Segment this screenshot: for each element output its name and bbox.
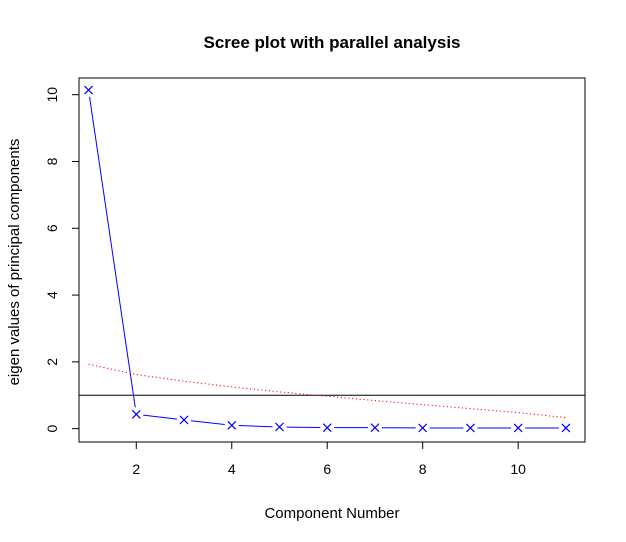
point-stroke	[513, 423, 523, 433]
y-axis-label: eigen values of principal components	[6, 139, 23, 386]
eigenvalue-line-segment	[238, 425, 273, 428]
y-tick-label: 0	[44, 425, 60, 433]
point-stroke	[466, 423, 475, 433]
eigenvalue-point	[131, 409, 141, 419]
x-tick-label: 4	[228, 461, 236, 477]
point-stroke	[370, 423, 380, 433]
series-layer	[84, 85, 571, 433]
eigenvalue-line-segment	[89, 96, 136, 408]
plot-frame	[78, 77, 586, 443]
point-stroke	[179, 415, 189, 425]
eigenvalue-point	[513, 423, 523, 433]
point-stroke	[418, 423, 428, 433]
y-tick-label: 10	[44, 87, 60, 103]
eigenvalue-point	[370, 423, 380, 433]
y-tick-label: 6	[44, 224, 60, 232]
y-axis: 0 2 4 6 8 10	[44, 87, 80, 433]
point-stroke	[84, 85, 93, 95]
y-tick-label: 2	[44, 358, 60, 366]
chart-title: Scree plot with parallel analysis	[204, 33, 461, 52]
parallel-analysis-line	[88, 363, 566, 419]
eigenvalue-point	[418, 423, 428, 433]
eigenvalue-point	[322, 423, 332, 433]
eigenvalue-point	[227, 420, 237, 430]
x-tick-label: 2	[132, 461, 140, 477]
point-stroke	[227, 420, 237, 430]
eigenvalue-point	[275, 422, 284, 432]
point-stroke	[275, 422, 284, 432]
eigenvalue-line-segment	[143, 414, 178, 420]
point-stroke	[561, 423, 571, 433]
x-axis: 2 4 6 8 10	[132, 441, 526, 477]
eigenvalue-line-segment	[190, 420, 225, 426]
y-tick-label: 4	[44, 291, 60, 299]
x-axis-label: Component Number	[264, 505, 399, 522]
x-tick-label: 6	[323, 461, 331, 477]
eigenvalue-point	[466, 423, 475, 433]
x-tick-label: 10	[510, 461, 526, 477]
eigenvalue-point	[84, 85, 93, 95]
point-stroke	[322, 423, 332, 433]
point-stroke	[131, 409, 141, 419]
eigenvalue-point	[179, 415, 189, 425]
y-tick-label: 8	[44, 157, 60, 165]
x-tick-label: 8	[419, 461, 427, 477]
eigenvalue-point	[561, 423, 571, 433]
